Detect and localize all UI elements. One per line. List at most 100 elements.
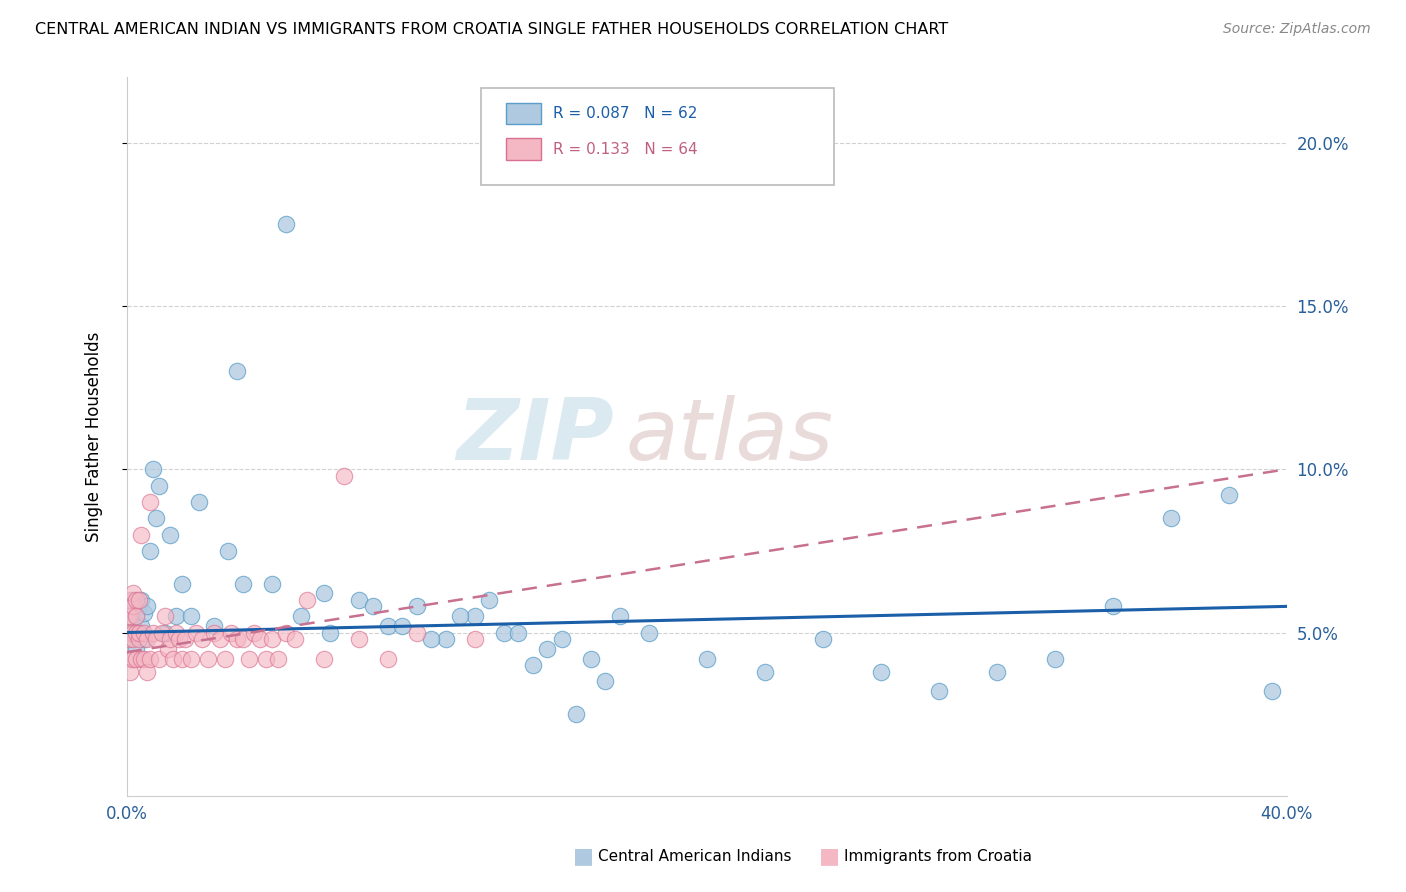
Point xyxy=(131,527,153,541)
Point xyxy=(696,651,718,665)
Point xyxy=(565,707,588,722)
Text: R = 0.087   N = 62: R = 0.087 N = 62 xyxy=(553,106,697,120)
Point xyxy=(347,632,370,646)
Point xyxy=(266,651,288,665)
Point xyxy=(1043,651,1066,665)
Text: CENTRAL AMERICAN INDIAN VS IMMIGRANTS FROM CROATIA SINGLE FATHER HOUSEHOLDS CORR: CENTRAL AMERICAN INDIAN VS IMMIGRANTS FR… xyxy=(35,22,949,37)
Point xyxy=(290,609,312,624)
Point xyxy=(260,632,283,646)
Text: atlas: atlas xyxy=(626,395,834,478)
Point xyxy=(124,592,146,607)
Point xyxy=(136,665,159,679)
Point xyxy=(295,592,318,607)
Point xyxy=(1101,599,1123,614)
Point xyxy=(284,632,307,646)
Point xyxy=(928,684,950,698)
FancyBboxPatch shape xyxy=(481,88,834,186)
Point xyxy=(131,619,153,633)
Point xyxy=(165,609,187,624)
Point xyxy=(117,632,139,646)
Point xyxy=(1218,488,1240,502)
Point xyxy=(609,609,631,624)
Text: R = 0.133   N = 64: R = 0.133 N = 64 xyxy=(553,142,697,157)
Text: Source: ZipAtlas.com: Source: ZipAtlas.com xyxy=(1223,22,1371,37)
Point xyxy=(159,632,181,646)
Point xyxy=(128,599,150,614)
Point xyxy=(579,651,602,665)
Point xyxy=(508,625,530,640)
Point xyxy=(134,625,156,640)
Bar xyxy=(506,138,541,160)
Point xyxy=(249,632,271,646)
Bar xyxy=(506,103,541,124)
Point xyxy=(174,632,197,646)
Point xyxy=(121,619,143,633)
Point xyxy=(139,495,162,509)
Point xyxy=(134,651,156,665)
Point xyxy=(124,609,146,624)
Point xyxy=(121,651,143,665)
Point xyxy=(128,592,150,607)
Point xyxy=(170,576,193,591)
Point xyxy=(117,609,139,624)
Point xyxy=(124,609,146,624)
Point xyxy=(312,651,335,665)
Point xyxy=(180,609,202,624)
Point xyxy=(165,625,187,640)
Text: Immigrants from Croatia: Immigrants from Croatia xyxy=(844,849,1032,863)
Point xyxy=(131,592,153,607)
Point xyxy=(869,665,891,679)
Point xyxy=(217,544,239,558)
Point xyxy=(276,218,298,232)
Point xyxy=(464,609,486,624)
Point xyxy=(162,651,184,665)
Point xyxy=(637,625,659,640)
Point xyxy=(434,632,457,646)
Point xyxy=(319,625,342,640)
Point xyxy=(118,609,141,624)
Point xyxy=(226,364,249,378)
Point xyxy=(150,625,173,640)
Point xyxy=(145,511,167,525)
Point xyxy=(347,592,370,607)
Point xyxy=(260,576,283,591)
Point xyxy=(118,625,141,640)
Point xyxy=(226,632,249,646)
Point xyxy=(377,651,399,665)
Point xyxy=(118,651,141,665)
Point xyxy=(492,625,515,640)
Point xyxy=(131,651,153,665)
Point xyxy=(243,625,266,640)
Point xyxy=(121,592,143,607)
Point xyxy=(551,632,574,646)
Point xyxy=(232,576,254,591)
Point xyxy=(134,606,156,620)
Point xyxy=(186,625,208,640)
Point xyxy=(478,592,501,607)
Point xyxy=(139,544,162,558)
Text: ■: ■ xyxy=(820,847,839,866)
Point xyxy=(121,599,143,614)
Point xyxy=(136,599,159,614)
Y-axis label: Single Father Households: Single Father Households xyxy=(86,332,103,541)
Point xyxy=(754,665,776,679)
Point xyxy=(124,641,146,656)
Text: ■: ■ xyxy=(574,847,593,866)
Point xyxy=(118,592,141,607)
Point xyxy=(811,632,834,646)
Point xyxy=(118,665,141,679)
Point xyxy=(420,632,443,646)
Point xyxy=(238,651,260,665)
Point xyxy=(128,625,150,640)
Point xyxy=(214,651,236,665)
Point xyxy=(142,462,165,476)
Point xyxy=(197,651,219,665)
Point xyxy=(405,599,427,614)
Point xyxy=(464,632,486,646)
Point xyxy=(145,632,167,646)
Point xyxy=(121,586,143,600)
Point xyxy=(1261,684,1284,698)
Point xyxy=(159,527,181,541)
Point xyxy=(312,586,335,600)
Point xyxy=(180,651,202,665)
